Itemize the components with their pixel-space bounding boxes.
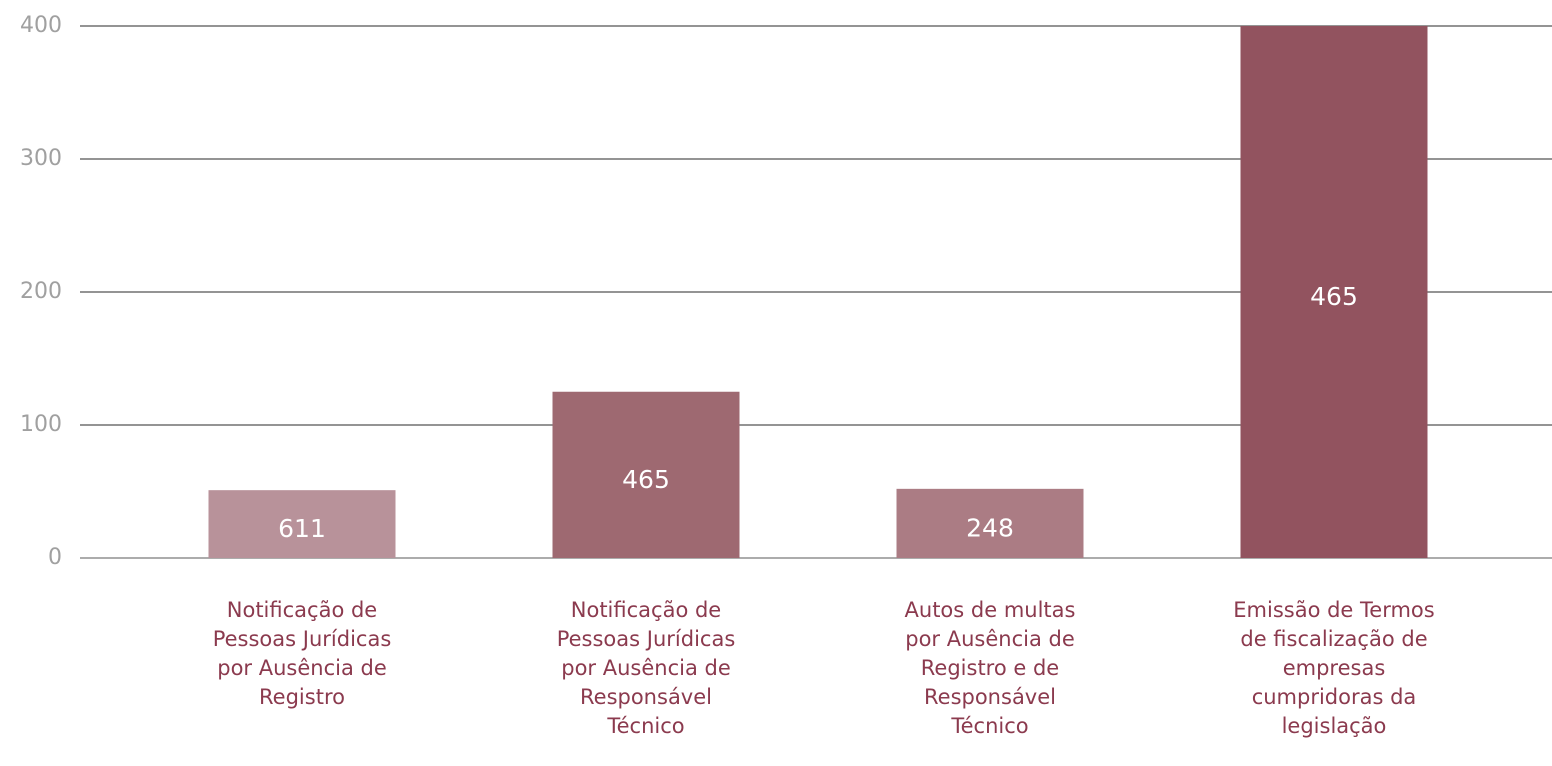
x-tick-label: Notificação de Pessoas Jurídicas por Aus…	[212, 598, 392, 709]
x-tick-label: Autos de multas por Ausência de Registro…	[904, 598, 1076, 738]
y-tick-label: 300	[20, 146, 62, 171]
y-tick-label: 200	[20, 279, 62, 304]
y-tick-label: 400	[20, 13, 62, 38]
bar-annotation: 465	[622, 465, 670, 494]
y-tick-label: 0	[48, 545, 62, 570]
x-tick-label: Notificação de Pessoas Jurídicas por Aus…	[556, 598, 736, 738]
y-tick-label: 100	[20, 412, 62, 437]
bar	[208, 490, 396, 558]
x-tick-label: Emissão de Termos de fiscalização de emp…	[1233, 598, 1435, 738]
bar	[552, 391, 740, 558]
bar-annotation: 611	[278, 514, 326, 543]
bar	[1240, 26, 1428, 558]
bar-annotation: 465	[1310, 282, 1358, 311]
bar	[896, 488, 1084, 558]
bar-annotation: 248	[966, 513, 1014, 542]
